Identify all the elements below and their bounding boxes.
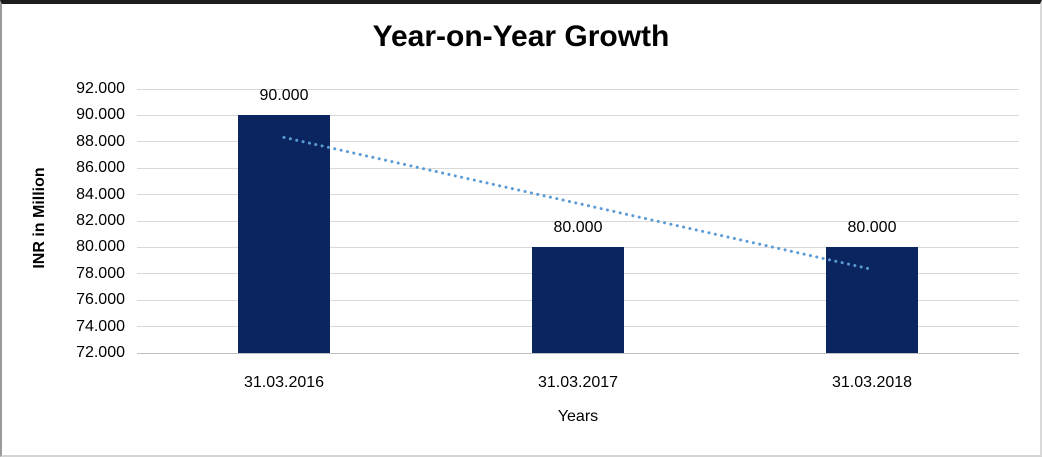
y-tick-label: 84.000 — [76, 185, 125, 203]
x-tick-label: 31.03.2018 — [831, 374, 913, 391]
data-label: 90.000 — [259, 87, 309, 105]
gridline — [137, 352, 1019, 354]
y-tick-label: 76.000 — [76, 291, 125, 309]
chart-title: Year-on-Year Growth — [372, 20, 670, 53]
y-tick-label: 92.000 — [76, 80, 125, 97]
y-tick-label: 78.000 — [76, 264, 125, 282]
y-tick-label: 72.000 — [76, 344, 125, 361]
gridline — [137, 114, 1019, 116]
y-tick-label: 80.000 — [76, 238, 125, 256]
bar — [238, 115, 330, 353]
y-tick-label: 86.000 — [76, 159, 125, 177]
y-tick-label: 88.000 — [76, 132, 125, 150]
x-axis-label: Years — [557, 408, 599, 425]
x-tick-label: 31.03.2017 — [537, 374, 619, 391]
bar — [532, 247, 624, 353]
data-label: 80.000 — [553, 219, 603, 237]
y-tick-label: 82.000 — [76, 212, 125, 229]
bar — [826, 247, 918, 353]
x-tick-label: 31.03.2016 — [243, 374, 325, 391]
gridline — [137, 88, 1019, 90]
y-tick-label: 74.000 — [76, 317, 125, 335]
y-tick-label: 90.000 — [76, 106, 125, 124]
data-label: 80.000 — [847, 219, 897, 237]
